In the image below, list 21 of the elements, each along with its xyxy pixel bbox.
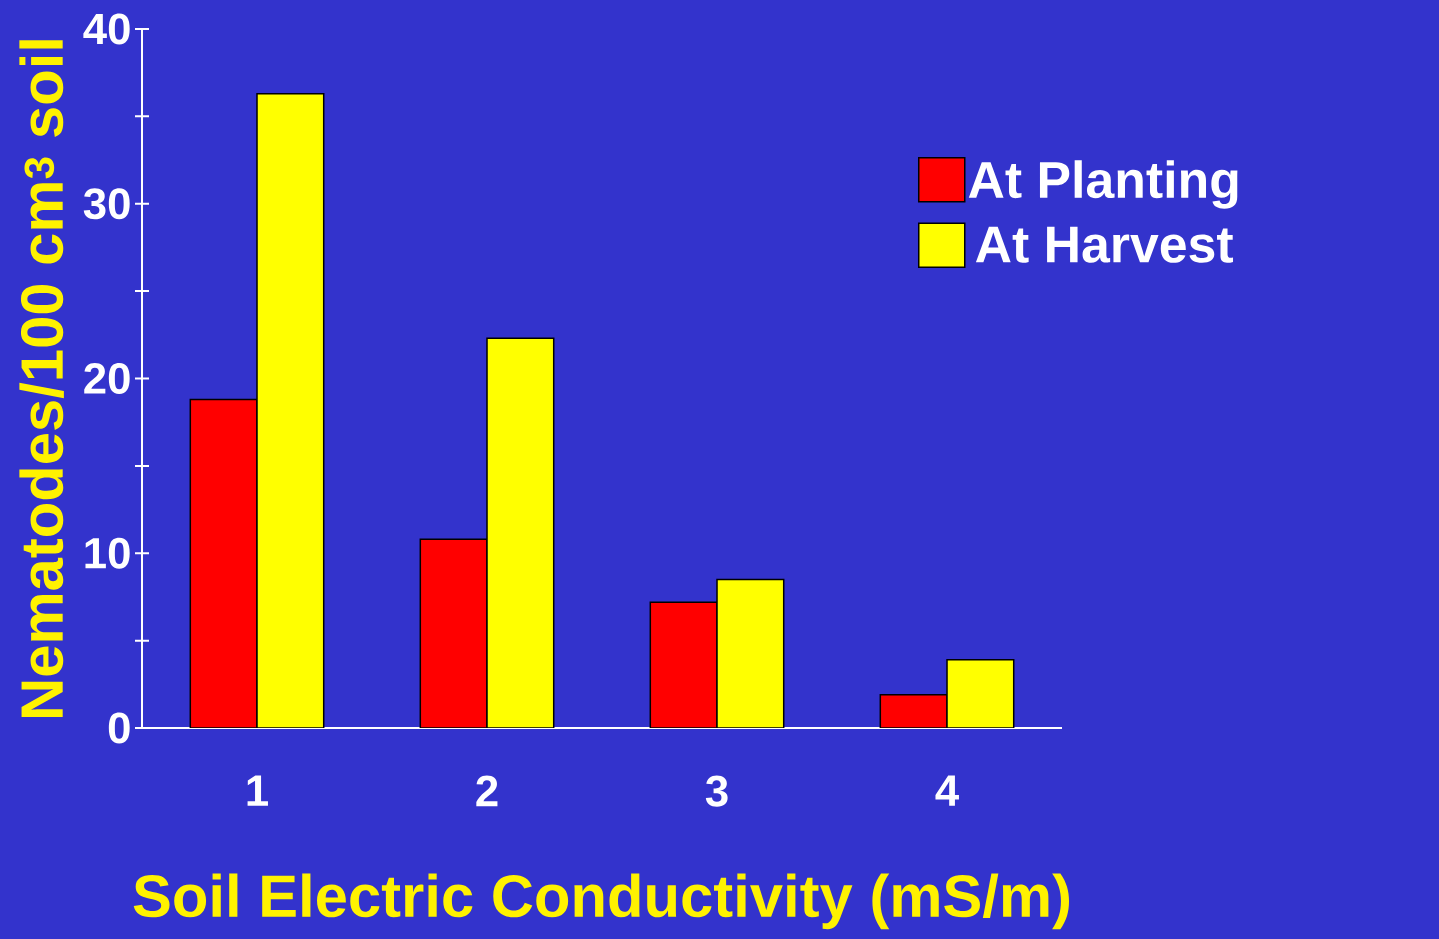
y-tick-label: 10 [85, 537, 130, 569]
x-tick-label: 4 [935, 775, 959, 806]
y-axis-title: Nematodes/100 cm$^{3}$ soil [19, 40, 64, 717]
bar [189, 398, 258, 728]
bar [486, 337, 555, 728]
y-tick-label: 0 [108, 712, 130, 744]
bar [716, 578, 785, 728]
x-tick-label: 1 [247, 775, 268, 806]
bar [946, 659, 1015, 728]
bar [879, 694, 948, 728]
y-tick-label: 40 [83, 13, 130, 45]
bar [419, 538, 488, 728]
x-tick-label: 3 [705, 775, 728, 807]
legend-label: At Harvest [975, 226, 1234, 263]
bar [649, 601, 718, 728]
legend-label: At Planting [968, 160, 1238, 209]
bar [256, 92, 325, 728]
y-tick-label: 30 [83, 188, 130, 220]
x-tick-label: 2 [476, 775, 498, 807]
y-tick-label: 20 [84, 362, 130, 395]
x-axis-title: Soil Electric Conductivity (mS/m) [133, 873, 1070, 930]
